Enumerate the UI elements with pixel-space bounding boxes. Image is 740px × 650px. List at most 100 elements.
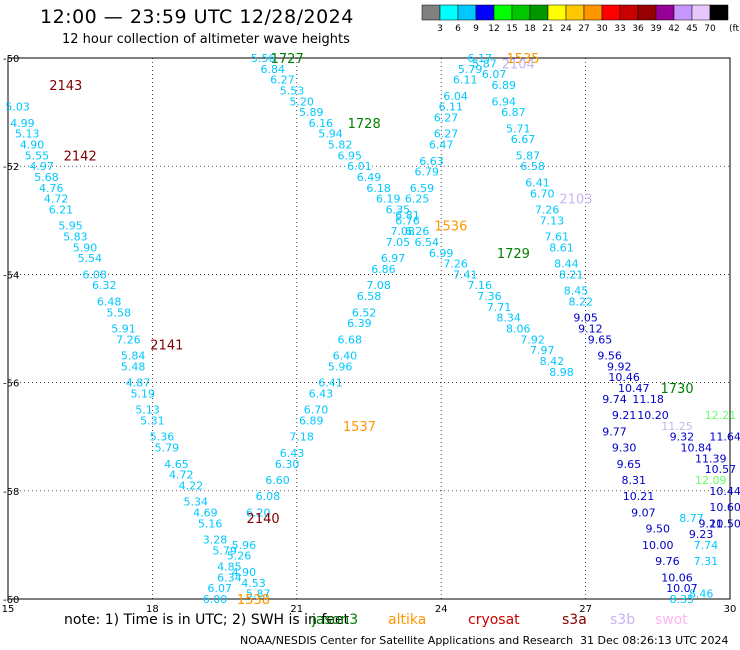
swh-value: 5.54: [78, 252, 103, 265]
track-labels: 2143 2142 2141 2140 1727 1728 1729 1730 1535 1536…: [49, 52, 693, 608]
swh-value: 11.64: [709, 431, 740, 444]
orbit-label: 2103: [559, 193, 592, 208]
swh-value: 7.92: [520, 333, 545, 346]
swh-value: 5.58: [106, 306, 131, 319]
swh-value: 6.97: [381, 252, 406, 265]
axis-ticks: 15 18 21 24 27 30 -50 -52 -54 -56 -58 -60: [2, 54, 737, 615]
swh-value: 6.40: [333, 350, 358, 363]
swh-value: 9.07: [631, 506, 656, 519]
colorbar-label: 39: [650, 24, 662, 34]
colorbar-swatch: [691, 4, 711, 21]
swh-value: 7.26: [443, 258, 468, 271]
swh-value: 7.13: [540, 214, 565, 227]
swh-value: 6.20: [246, 506, 271, 519]
swh-value: 7.08: [366, 279, 391, 292]
satellite-legend-item: jason3: [312, 612, 359, 628]
swh-value: 7.74: [694, 539, 719, 552]
orbit-label: 1727: [271, 52, 304, 67]
swh-value: 5.96: [328, 360, 353, 373]
swh-value: 6.27: [434, 112, 459, 125]
swh-value: 8.45: [564, 285, 589, 298]
swh-value: 6.58: [520, 160, 545, 173]
lat-tick-label: -56: [3, 379, 19, 390]
swh-value: 6.11: [439, 101, 464, 114]
swh-value: 5.87: [472, 57, 497, 70]
swh-value: 5.34: [183, 496, 208, 509]
swh-value: 9.21: [612, 409, 637, 422]
swh-value: 6.17: [467, 52, 492, 65]
orbit-label: 1537: [343, 420, 376, 435]
swh-value: 9.30: [612, 442, 637, 455]
swh-value: 11.25: [661, 420, 693, 433]
swh-value: 10.50: [709, 517, 740, 530]
swh-value: 6.63: [419, 155, 444, 168]
swh-value: 9.21: [698, 517, 723, 530]
colorbar-label: 21: [542, 24, 553, 34]
swh-value: 6.58: [357, 290, 382, 303]
swh-value: 12.09: [695, 474, 727, 487]
swh-value: 6.68: [337, 333, 362, 346]
lat-tick-label: -60: [3, 595, 19, 606]
swh-value: 6.19: [376, 193, 401, 206]
swh-value: 6.48: [97, 295, 122, 308]
swh-value: 7.16: [467, 279, 492, 292]
colorbar-label: 12: [488, 24, 499, 34]
colorbar-swatch: [583, 4, 603, 21]
lat-tick-label: -54: [3, 270, 19, 281]
swh-value: 6.00: [203, 593, 228, 606]
colorbar-swatch: [655, 4, 675, 21]
swh-value: 6.87: [501, 106, 526, 119]
swh-value: 6.32: [92, 279, 117, 292]
colorbar-label: 24: [560, 24, 572, 34]
swh-value: 10.60: [709, 501, 740, 514]
swh-value: 6.89: [492, 79, 517, 92]
swh-value: 11.18: [632, 393, 664, 406]
swh-value: 6.16: [309, 117, 334, 130]
swh-value: 5.87: [246, 588, 271, 601]
swh-value: 6.86: [371, 263, 396, 276]
swh-value: 6.11: [453, 74, 478, 87]
swh-value: 4.53: [241, 577, 266, 590]
orbit-label: 1729: [497, 247, 530, 262]
swh-value: 6.07: [482, 68, 507, 81]
lon-tick-label: 18: [146, 604, 159, 615]
swh-value: 6.27: [434, 128, 459, 141]
swh-value: 6.49: [357, 171, 382, 184]
swh-value: 10.00: [642, 539, 674, 552]
swh-value: 5.79: [212, 544, 237, 557]
colorbar-swatch: [709, 4, 729, 21]
swh-value: 4.87: [126, 377, 151, 390]
generated-timestamp: 31 Dec 08:26:13 UTC 2024: [580, 634, 729, 647]
footer-note: note: 1) Time is in UTC; 2) SWH is in fe…: [64, 612, 350, 628]
swh-value: 8.61: [549, 241, 574, 254]
colorbar-label: 45: [686, 24, 697, 34]
colorbar-swatch: [637, 4, 657, 21]
swh-value: 8.42: [540, 355, 565, 368]
swh-value: 6.89: [299, 414, 324, 427]
swh-value: 8.06: [506, 323, 531, 336]
swh-value: 8.98: [549, 366, 574, 379]
swh-value: 5.03: [5, 101, 30, 114]
swh-value: 6.79: [415, 166, 440, 179]
colorbar-swatch: [511, 4, 531, 21]
lon-tick-label: 21: [290, 604, 303, 615]
swh-value: 6.27: [270, 74, 295, 87]
swh-value: 5.53: [280, 84, 305, 97]
colorbar-swatch: [565, 4, 585, 21]
colorbar-swatch: [493, 4, 513, 21]
map-grid: [7, 57, 731, 600]
swh-value: 6.95: [337, 149, 362, 162]
swh-value: 6.60: [265, 474, 290, 487]
swh-value: 6.35: [386, 203, 411, 216]
swh-value: 5.13: [15, 128, 40, 141]
swh-value: 5.94: [318, 128, 343, 141]
swh-value: 5.89: [299, 106, 324, 119]
colorbar-label: 70: [704, 24, 716, 34]
swh-value: 4.65: [164, 458, 189, 471]
swh-value: 10.44: [709, 485, 740, 498]
swh-value: 8.31: [621, 474, 646, 487]
colorbar-label: 6: [455, 24, 461, 34]
swh-value: 5.79: [155, 442, 180, 455]
swh-value: 10.46: [608, 371, 640, 384]
